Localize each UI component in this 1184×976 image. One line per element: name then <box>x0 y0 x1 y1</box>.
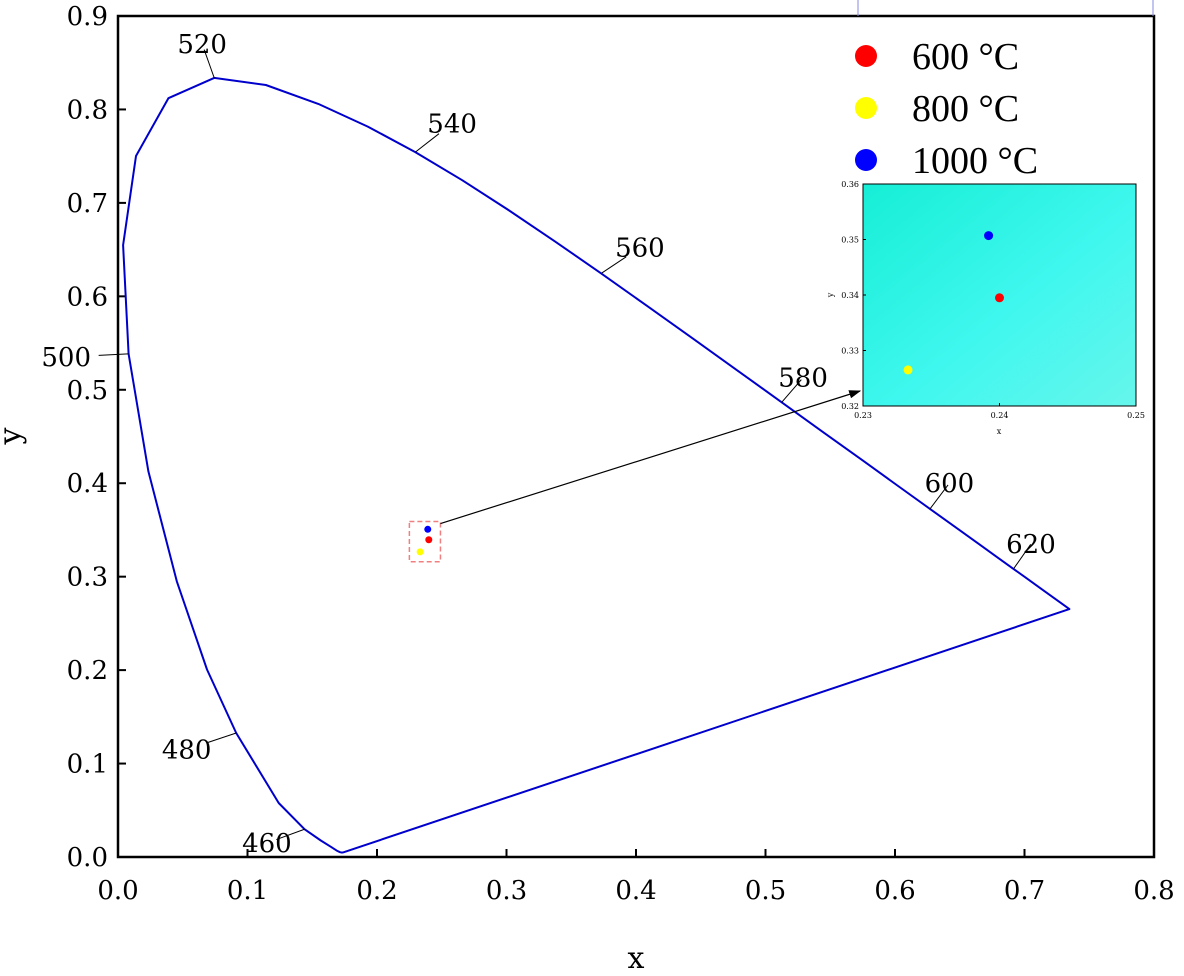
wavelength-label: 620 <box>1006 530 1056 560</box>
spectral-locus <box>122 76 1071 854</box>
data-points <box>416 525 433 556</box>
inset-ticks: 0.23 0.24 0.25 0.32 0.33 0.34 0.35 0.36 <box>841 180 1145 420</box>
y-axis-ticks: 0.0 0.1 0.2 0.3 0.4 0.5 0.6 0.7 0.8 0.9 <box>67 2 126 873</box>
zoom-box <box>408 520 442 563</box>
x-tick-label: 0.6 <box>874 876 915 906</box>
data-point <box>424 525 432 533</box>
wavelength-leader <box>207 732 237 743</box>
inset-x-title: x <box>997 427 1002 436</box>
x-tick-label: 0.8 <box>1133 876 1174 906</box>
legend-marker <box>855 97 877 119</box>
y-tick-label: 0.5 <box>67 376 108 406</box>
wavelength-label: 560 <box>615 234 665 264</box>
x-tick-label: 0.2 <box>356 876 397 906</box>
wavelength-leader <box>98 353 129 356</box>
wavelength-leader <box>276 828 305 841</box>
wavelength-leader <box>1013 544 1032 570</box>
inset-y-title: y <box>826 292 835 298</box>
inset-x-tick-label: 0.25 <box>1127 411 1145 420</box>
inset-plot: 0.23 0.24 0.25 0.32 0.33 0.34 0.35 0.36 x y <box>826 180 1145 436</box>
legend-label: 1000 °C <box>912 140 1038 182</box>
wavelength-label: 480 <box>162 736 212 766</box>
y-tick-label: 0.0 <box>67 843 108 873</box>
wavelength-label: 600 <box>925 469 975 499</box>
wavelength-label: 520 <box>177 30 227 60</box>
legend-label: 600 °C <box>912 36 1019 78</box>
x-tick-label: 0.1 <box>227 876 268 906</box>
y-tick-label: 0.9 <box>67 2 108 32</box>
wavelength-leader <box>929 484 949 510</box>
x-tick-label: 0.4 <box>615 876 656 906</box>
y-tick-label: 0.4 <box>67 469 108 499</box>
data-point <box>425 536 433 544</box>
y-axis-title: y <box>0 427 28 445</box>
legend-marker <box>855 149 877 171</box>
x-tick-label: 0.0 <box>97 876 138 906</box>
y-tick-label: 0.8 <box>67 95 108 125</box>
inset-data-point <box>903 365 913 375</box>
inset-data-point <box>995 293 1004 303</box>
x-tick-label: 0.5 <box>745 876 786 906</box>
x-axis-title: x <box>628 941 645 976</box>
wavelength-label: 580 <box>778 364 828 394</box>
legend: 600 °C 800 °C 1000 °C <box>855 36 1038 182</box>
inset-y-tick-label: 0.33 <box>841 347 859 356</box>
wavelength-leader <box>781 379 802 403</box>
inset-x-tick-label: 0.23 <box>854 411 872 420</box>
zoom-arrow <box>440 390 862 525</box>
inset-data-point <box>984 231 994 241</box>
wavelength-leader <box>203 49 215 79</box>
wavelength-label: 540 <box>427 109 477 139</box>
legend-marker <box>855 45 877 67</box>
x-tick-label: 0.7 <box>1004 876 1045 906</box>
wavelength-labels: 460 480 500 520 540 560 580 600 620 <box>41 30 1055 859</box>
legend-label: 800 °C <box>912 88 1019 130</box>
y-tick-label: 0.1 <box>67 750 108 780</box>
y-tick-label: 0.7 <box>67 189 108 219</box>
wavelength-label: 460 <box>242 829 292 859</box>
wavelength-leader <box>600 256 627 274</box>
inset-y-tick-label: 0.36 <box>841 180 859 189</box>
inset-y-tick-label: 0.32 <box>841 402 859 411</box>
x-axis-ticks: 0.0 0.1 0.2 0.3 0.4 0.5 0.6 0.7 0.8 <box>97 849 1175 906</box>
inset-x-tick-label: 0.24 <box>991 411 1009 420</box>
data-point <box>416 548 424 556</box>
inset-y-tick-label: 0.35 <box>841 236 859 245</box>
wavelength-leader <box>415 133 440 153</box>
y-tick-label: 0.2 <box>67 656 108 686</box>
x-tick-label: 0.3 <box>486 876 527 906</box>
wavelength-label: 500 <box>41 343 91 373</box>
inset-points <box>903 231 1004 375</box>
y-tick-label: 0.6 <box>67 282 108 312</box>
y-tick-label: 0.3 <box>67 563 108 593</box>
inset-y-tick-label: 0.34 <box>841 291 859 300</box>
